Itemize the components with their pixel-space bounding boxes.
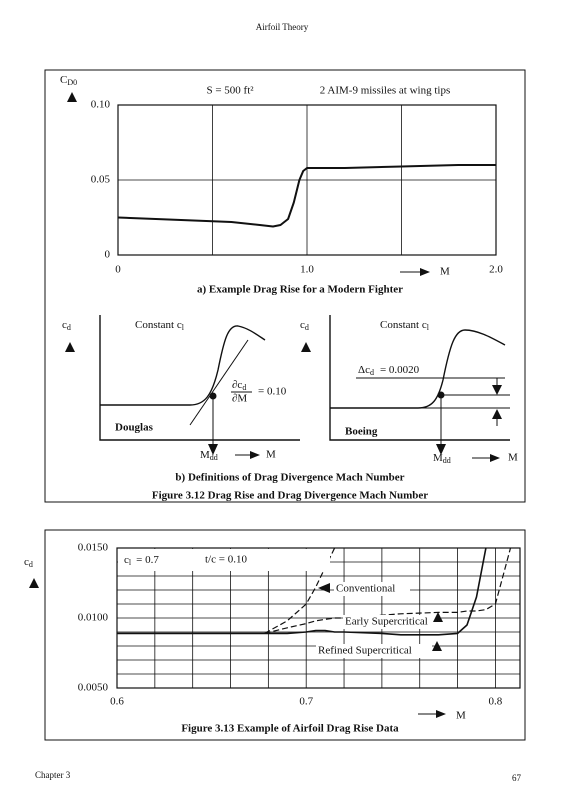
label-sub: d <box>242 383 246 392</box>
series-line <box>264 547 512 634</box>
label-main: c <box>62 319 67 331</box>
panel-caption: b) Definitions of Drag Divergence Mach N… <box>175 472 404 484</box>
arrow <box>490 454 500 462</box>
arrow <box>318 583 330 593</box>
label-sub: dd <box>210 453 218 462</box>
drag-curve <box>99 315 300 441</box>
x-tick-label: 0.7 <box>299 696 313 708</box>
label-main: c <box>124 554 129 566</box>
x-tick-label: 0.8 <box>489 696 503 708</box>
label-sub: l <box>182 323 185 332</box>
tangent <box>189 339 249 426</box>
label-bg <box>343 615 441 629</box>
arrow <box>492 385 502 395</box>
label-main: c <box>24 556 29 568</box>
method-name: Douglas <box>115 422 154 434</box>
label-sub: d <box>370 368 374 377</box>
label-bg <box>334 582 410 596</box>
series-line <box>117 164 496 228</box>
condition: Constant cl <box>135 319 185 332</box>
arrow <box>436 444 446 455</box>
series-label: Conventional <box>336 583 395 595</box>
annotation: S = 500 ft² <box>206 85 254 97</box>
arrow <box>301 342 311 352</box>
arrow <box>67 92 77 102</box>
label-main: Δc <box>358 364 370 376</box>
label-sub: d <box>67 323 71 332</box>
drag-curve <box>329 315 510 441</box>
chart-title: Figure 3.13 Example of Airfoil Drag Rise… <box>181 723 399 735</box>
x-tick-label: 2.0 <box>489 264 503 276</box>
label-main: M <box>433 452 443 464</box>
x-tick-label: 1.0 <box>300 264 314 276</box>
mdd-label: Mdd <box>433 452 451 465</box>
label-sub: d <box>305 323 309 332</box>
label-sub: l <box>129 558 132 567</box>
figure-frame <box>44 529 526 741</box>
chart-title: a) Example Drag Rise for a Modern Fighte… <box>197 284 403 296</box>
arrow <box>29 578 39 588</box>
footer-chapter: Chapter 3 <box>35 770 71 780</box>
x-axis-label: M <box>508 452 518 464</box>
x-axis-label: M <box>456 710 466 722</box>
delta-label: Δcd = 0.0020 <box>358 364 420 377</box>
condition: Constant cl <box>380 319 430 332</box>
y-tick-label: 0.10 <box>91 99 111 111</box>
footer-page: 67 <box>512 773 522 783</box>
label-main: C <box>60 74 67 86</box>
y-axis-label: CD0 <box>60 74 77 87</box>
label-main: ∂c <box>232 379 242 391</box>
arrow <box>492 409 502 419</box>
slope-value: = 0.10 <box>258 386 287 398</box>
label-main: c <box>300 319 305 331</box>
series-label: Early Supercritical <box>345 616 428 628</box>
delta-value: = 0.0020 <box>380 364 420 376</box>
arrow <box>65 342 75 352</box>
y-tick-label: 0 <box>105 249 111 261</box>
arrow <box>208 444 218 455</box>
arrow <box>420 268 430 276</box>
y-tick-label: 0.0150 <box>78 542 109 554</box>
label-main: Constant c <box>135 319 182 331</box>
x-tick-label: 0 <box>115 264 121 276</box>
y-axis-label: cd <box>300 319 309 332</box>
series-label: Refined Supercritical <box>318 645 412 657</box>
label-main: Constant c <box>380 319 427 331</box>
y-tick-label: 0.0050 <box>78 682 109 694</box>
label-sub: dd <box>443 456 451 465</box>
mdd-label: Mdd <box>200 449 218 462</box>
y-tick-label: 0.05 <box>91 174 111 186</box>
condition: t/c = 0.10 <box>205 554 247 566</box>
y-tick-label: 0.0100 <box>78 612 109 624</box>
arrow <box>250 451 260 459</box>
plots: 0 1.0 2.0 0 0.05 0.10 0.6 0.7 0.8 0.0150 0.0100 0.0… <box>78 99 521 708</box>
condition-value: = 0.7 <box>136 554 159 566</box>
label-main: M <box>200 449 210 461</box>
slope-num: ∂cd <box>232 379 246 392</box>
header: Airfoil Theory <box>256 22 309 32</box>
method-name: Boeing <box>345 426 378 438</box>
x-axis-label: M <box>266 449 276 461</box>
label-sub: l <box>427 323 430 332</box>
condition: cl = 0.7 <box>124 554 159 567</box>
label-sub: D0 <box>67 78 77 87</box>
arrow <box>432 641 442 651</box>
figure-caption: Figure 3.12 Drag Rise and Drag Divergenc… <box>152 490 428 502</box>
annotation: 2 AIM-9 missiles at wing tips <box>320 85 450 97</box>
y-axis-label: cd <box>24 556 33 569</box>
x-axis-label: M <box>440 266 450 278</box>
arrow <box>433 612 443 622</box>
arrow <box>436 710 446 718</box>
label-sub: d <box>29 560 33 569</box>
slope-den: ∂M <box>232 393 247 405</box>
x-tick-label: 0.6 <box>110 696 124 708</box>
label-bg <box>316 644 432 658</box>
y-axis-label: cd <box>62 319 71 332</box>
conditions-box <box>118 549 330 571</box>
figure-frame <box>44 69 526 503</box>
series-line <box>117 547 487 636</box>
